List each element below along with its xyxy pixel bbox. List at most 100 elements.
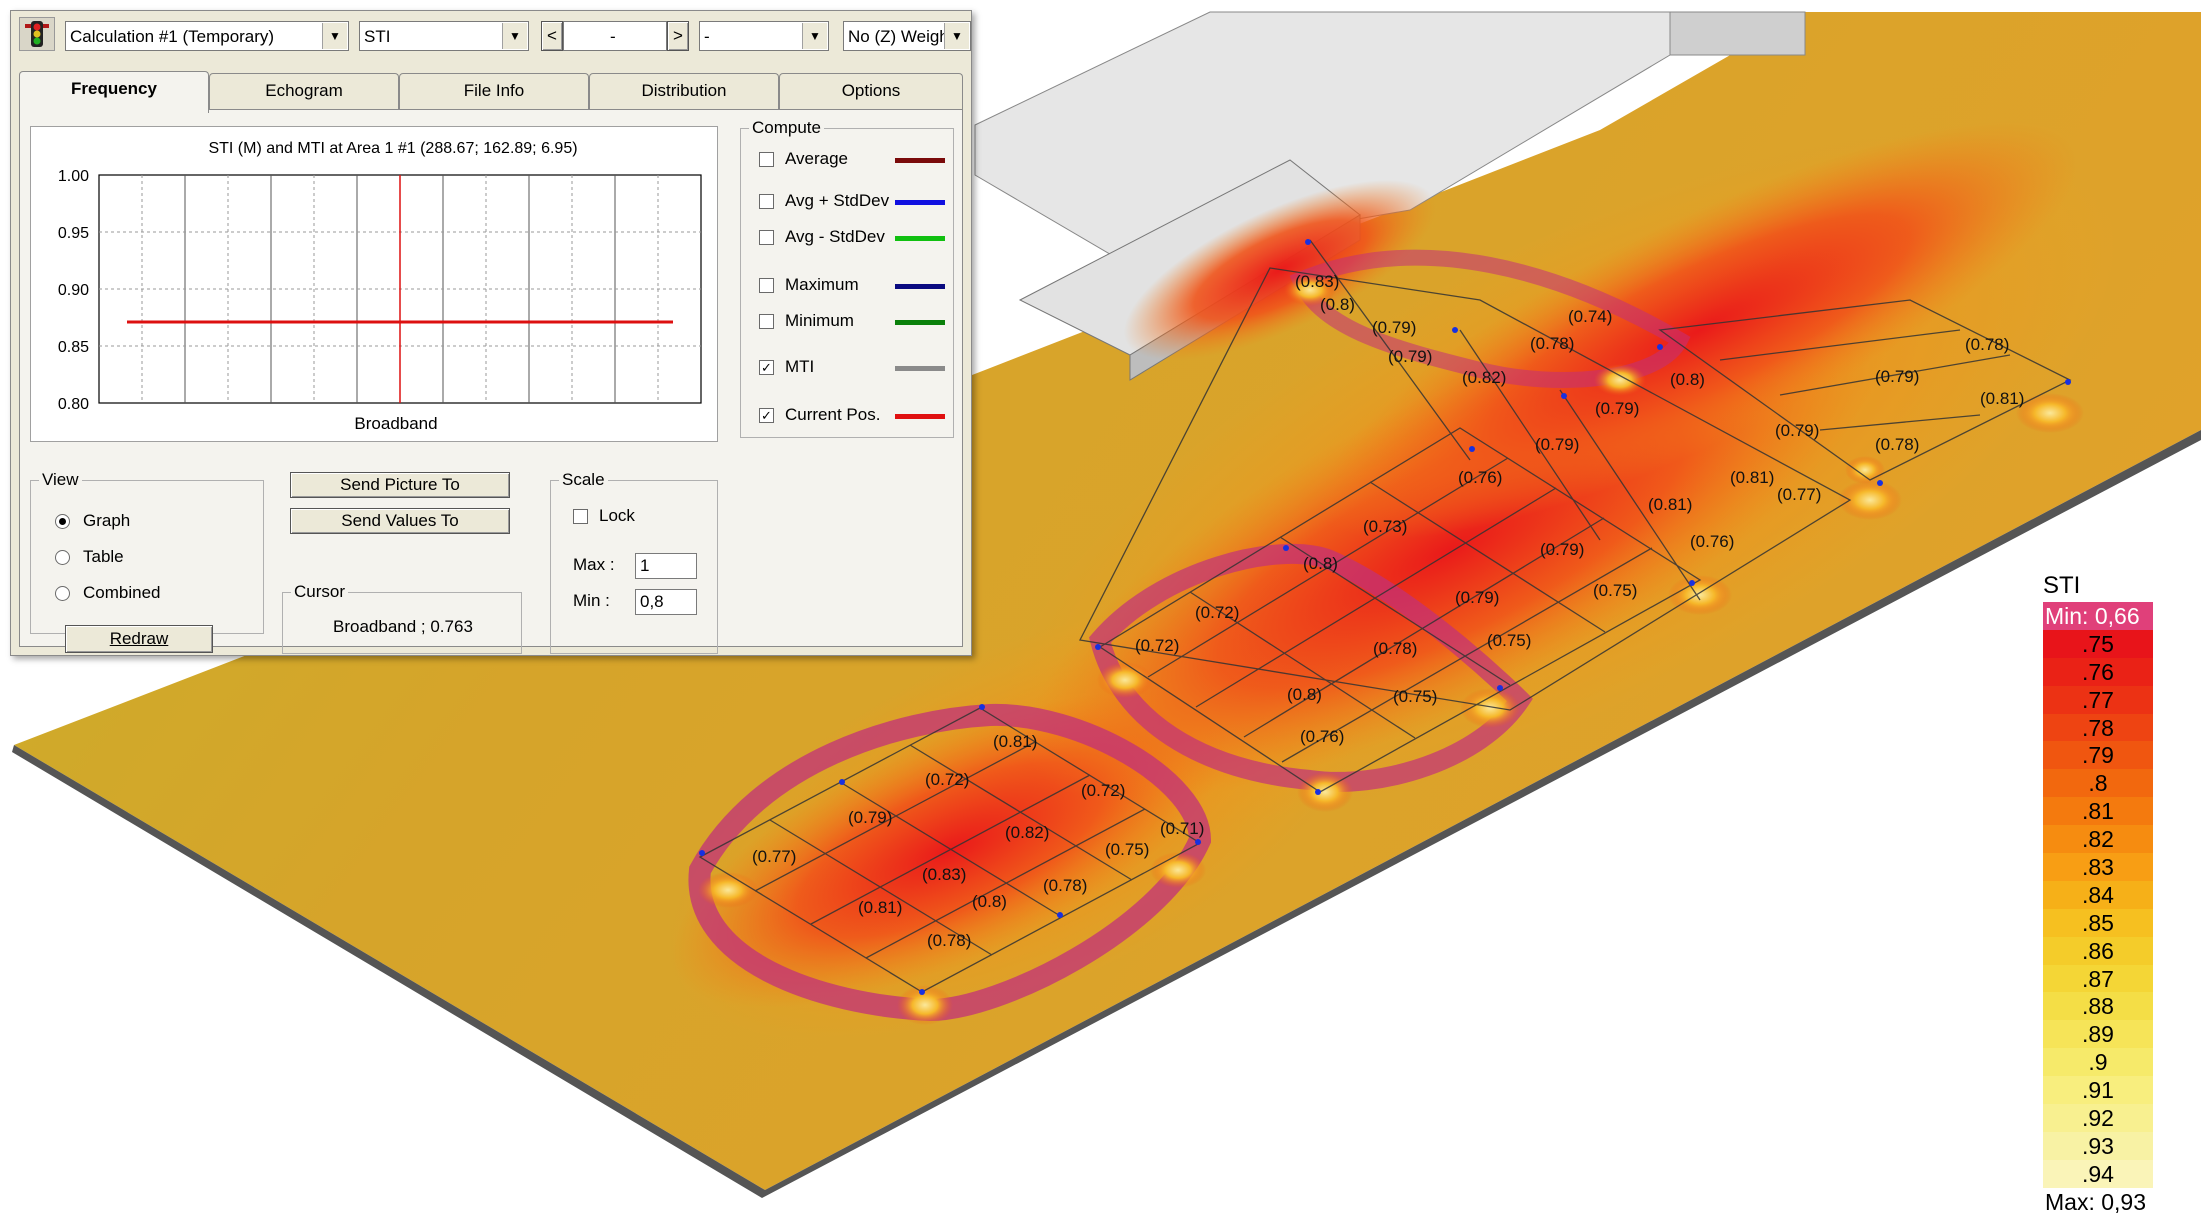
area-value-label: (0.71): [1160, 819, 1204, 838]
compute-checkbox[interactable]: [759, 230, 774, 245]
chevron-down-icon[interactable]: ▼: [322, 23, 347, 49]
color-scale-entry: .94: [2043, 1159, 2153, 1188]
color-scale-entry: .86: [2043, 936, 2153, 965]
redraw-button-label: Redraw: [109, 629, 169, 648]
scale-min-input[interactable]: [635, 589, 697, 615]
compute-checkbox[interactable]: [759, 194, 774, 209]
series-color-swatch: [895, 284, 945, 289]
area-value-label: (0.79): [1455, 588, 1499, 607]
compute-checkbox[interactable]: ✓: [759, 360, 774, 375]
series-color-swatch: [895, 414, 945, 419]
color-scale-entry: .89: [2043, 1020, 2153, 1049]
color-scale-entry: .76: [2043, 657, 2153, 686]
lock-checkbox[interactable]: [573, 509, 588, 524]
band-select-value: -: [704, 27, 710, 46]
view-option-label: Graph: [83, 511, 131, 530]
color-scale-entry: .78: [2043, 713, 2153, 742]
color-scale-entry: .8: [2043, 769, 2153, 798]
scale-group: Scale Lock Max : Min :: [550, 470, 718, 654]
color-scale-entry: .82: [2043, 825, 2153, 854]
area-value-label: (0.74): [1568, 307, 1612, 326]
cursor-group: Cursor Broadband ; 0.763: [282, 582, 522, 654]
area-value-label: (0.8): [1320, 295, 1355, 314]
compute-checkbox[interactable]: [759, 278, 774, 293]
view-group: View Graph Table Combined Redraw: [30, 470, 264, 653]
low-sti-ring: [1289, 249, 1691, 388]
area-value-label: (0.78): [1043, 876, 1087, 895]
traffic-light-icon[interactable]: [19, 17, 55, 51]
tab-frequency[interactable]: Frequency: [19, 71, 209, 113]
chevron-down-icon[interactable]: ▼: [502, 23, 527, 49]
redraw-button[interactable]: Redraw: [65, 625, 213, 653]
send-picture-button[interactable]: Send Picture To: [290, 472, 510, 498]
chevron-down-icon[interactable]: ▼: [944, 23, 969, 49]
next-band-button[interactable]: >: [667, 21, 689, 51]
compute-checkbox[interactable]: [759, 152, 774, 167]
area-value-label: (0.81): [1980, 389, 2024, 408]
y-tick-label: 0.80: [58, 396, 89, 413]
compute-checkbox[interactable]: ✓: [759, 408, 774, 423]
area-value-label: (0.79): [1535, 435, 1579, 454]
cursor-value: Broadband ; 0.763: [333, 617, 473, 636]
area-value-label: (0.77): [752, 847, 796, 866]
area-value-label: (0.75): [1105, 840, 1149, 859]
color-scale-entry: .9: [2043, 1048, 2153, 1077]
scale-max-label: Max :: [573, 555, 615, 574]
color-scale-entry: .92: [2043, 1104, 2153, 1132]
area-value-label: (0.81): [1648, 495, 1692, 514]
tab-options[interactable]: Options: [779, 73, 963, 109]
view-radio[interactable]: [55, 586, 70, 601]
area-value-label: (0.77): [1777, 485, 1821, 504]
area-results-window: Calculation #1 (Temporary) ▼ STI ▼ < - >…: [10, 10, 972, 656]
send-values-button[interactable]: Send Values To: [290, 508, 510, 534]
area-value-label: (0.72): [1195, 603, 1239, 622]
area-value-label: (0.78): [1965, 335, 2009, 354]
wall-block: [1669, 11, 1806, 56]
color-scale-entry: Max: 0,93: [2043, 1187, 2153, 1216]
view-group-title: View: [39, 470, 82, 490]
tab-file-info[interactable]: File Info: [399, 73, 589, 109]
band-value-field[interactable]: -: [563, 21, 667, 51]
series-color-swatch: [895, 236, 945, 241]
view-radio[interactable]: [55, 514, 70, 529]
area-value-labels: (0.83) (0.8) (0.79) (0.79) (0.82) (0.78)…: [752, 272, 2024, 950]
color-scale-entry: .88: [2043, 992, 2153, 1021]
area-value-label: (0.75): [1593, 581, 1637, 600]
area-value-label: (0.79): [1775, 421, 1819, 440]
area-value-label: (0.75): [1487, 631, 1531, 650]
chevron-down-icon[interactable]: ▼: [802, 23, 827, 49]
y-tick-label: 0.95: [58, 225, 89, 242]
area-value-label: (0.78): [927, 931, 971, 950]
previous-band-button[interactable]: <: [541, 21, 563, 51]
area-value-label: (0.8): [1303, 554, 1338, 573]
compute-item-label: Maximum: [785, 275, 859, 294]
compute-checkbox[interactable]: [759, 314, 774, 329]
compute-group: Compute Average Avg + StdDev Avg - StdDev M…: [740, 118, 954, 438]
compute-item-label: Avg + StdDev: [785, 191, 890, 210]
tab-echogram[interactable]: Echogram: [209, 73, 399, 109]
scale-min-label: Min :: [573, 591, 610, 610]
weighting-select[interactable]: No (Z) Weigh ▼: [843, 21, 971, 51]
band-select[interactable]: - ▼: [699, 21, 829, 51]
band-value-text: -: [610, 27, 616, 46]
scale-max-input[interactable]: [635, 553, 697, 579]
area-value-label: (0.72): [925, 770, 969, 789]
parameter-select[interactable]: STI ▼: [359, 21, 529, 51]
compute-item-label: MTI: [785, 357, 815, 376]
area-value-label: (0.79): [1540, 540, 1584, 559]
color-scale-entry: .83: [2043, 853, 2153, 881]
area-value-label: (0.81): [1730, 468, 1774, 487]
area-value-label: (0.81): [858, 898, 902, 917]
series-color-swatch: [895, 200, 945, 205]
color-scale-title: STI: [2043, 572, 2081, 599]
area-value-label: (0.79): [1372, 318, 1416, 337]
color-scale-entry: .84: [2043, 880, 2153, 909]
area-grid-mesh: [698, 239, 2072, 993]
view-radio[interactable]: [55, 550, 70, 565]
calculation-select[interactable]: Calculation #1 (Temporary) ▼: [65, 21, 349, 51]
tab-distribution[interactable]: Distribution: [589, 73, 779, 109]
color-scale-entry: .81: [2043, 797, 2153, 826]
parameter-select-value: STI: [364, 27, 391, 46]
compute-item-label: Current Pos.: [785, 405, 881, 424]
